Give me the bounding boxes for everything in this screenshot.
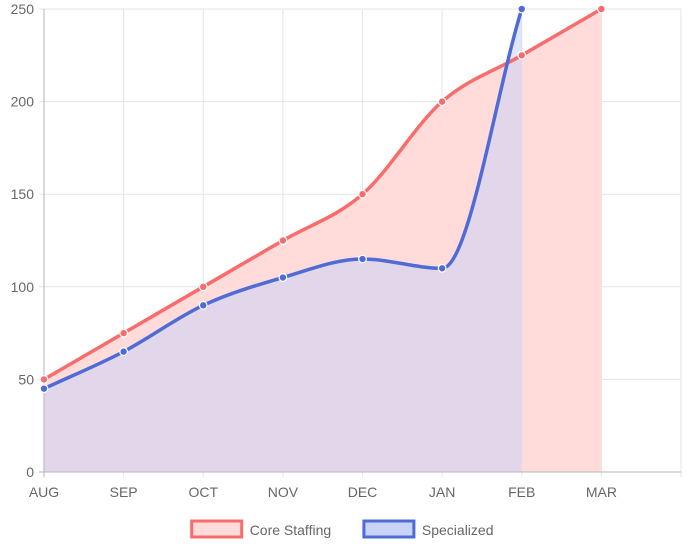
data-point-core-staffing (278, 236, 288, 245)
data-point-core-staffing (517, 50, 527, 60)
x-tick-label: JAN (429, 484, 455, 500)
data-point-specialized (517, 4, 527, 14)
legend-label-specialized: Specialized (422, 522, 494, 538)
y-tick-label: 0 (26, 464, 34, 480)
axis-layer (39, 9, 681, 477)
x-tick-label: AUG (29, 484, 59, 500)
legend-swatch-specialized (362, 519, 416, 539)
data-point-specialized (39, 384, 49, 394)
data-point-core-staffing (596, 4, 606, 14)
y-tick-label: 250 (11, 1, 35, 17)
y-tick-label: 100 (11, 279, 35, 295)
data-point-core-staffing (119, 328, 129, 338)
x-tick-label: OCT (188, 484, 218, 500)
point-layer (39, 4, 606, 394)
area-layer (44, 9, 602, 472)
data-point-core-staffing (198, 282, 208, 292)
line-core-staffing (42, 7, 604, 382)
tick-label-layer: 0 50 100 150 200 250 AUG SEP OCT NOV DEC JAN FEB MAR (11, 1, 617, 500)
x-tick-label: FEB (508, 484, 535, 500)
data-point-core-staffing (437, 97, 447, 106)
y-tick-label: 200 (11, 94, 35, 110)
data-point-specialized (198, 300, 208, 310)
x-tick-label: MAR (586, 484, 617, 500)
x-tick-label: NOV (268, 484, 299, 500)
data-point-specialized (358, 254, 367, 264)
data-point-specialized (278, 273, 288, 282)
legend-label-core-staffing: Core Staffing (250, 522, 331, 538)
x-tick-label: SEP (110, 484, 138, 500)
legend: Core Staffing Specialized (190, 519, 494, 539)
data-point-specialized (437, 263, 447, 273)
data-point-core-staffing (358, 189, 367, 199)
area-specialized (44, 9, 522, 472)
legend-swatch-core-staffing (190, 519, 244, 539)
data-point-core-staffing (39, 375, 49, 384)
x-tick-label: DEC (348, 484, 378, 500)
data-point-specialized (119, 347, 129, 357)
y-tick-label: 150 (11, 186, 35, 202)
y-tick-label: 50 (18, 371, 34, 387)
